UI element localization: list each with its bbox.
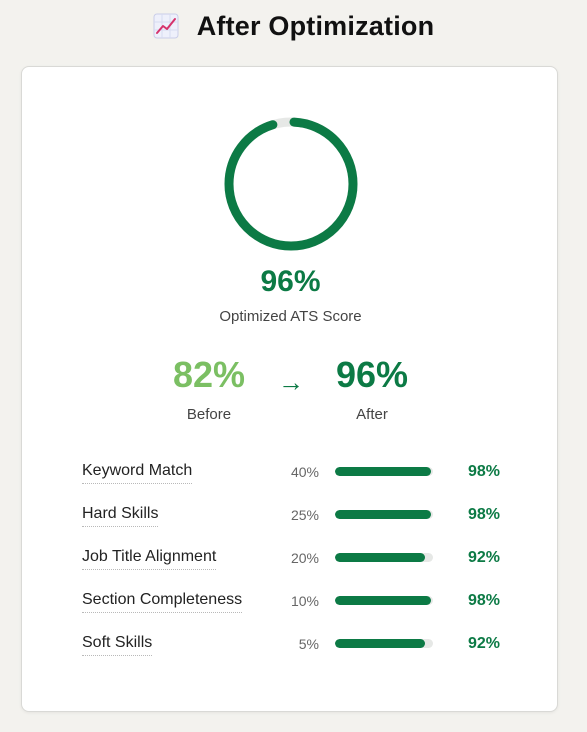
after-score: 96%: [335, 354, 409, 395]
metric-weight: 5%: [298, 636, 319, 652]
metric-bar: [335, 553, 433, 562]
before-score: 82%: [172, 354, 246, 395]
page-title: After Optimization: [196, 10, 435, 41]
score-card: 96% Optimized ATS Score 82% → 96% Before…: [21, 66, 558, 712]
after-label: After: [356, 406, 388, 423]
metric-bar: [335, 639, 433, 648]
metric-value: 92%: [467, 549, 500, 566]
metric-name[interactable]: Keyword Match: [82, 462, 193, 484]
metric-weight: 25%: [290, 507, 319, 523]
metric-name[interactable]: Soft Skills: [82, 634, 153, 656]
score-ring-progress: [224, 117, 358, 251]
metric-value: 98%: [467, 506, 500, 523]
metric-name[interactable]: Job Title Alignment: [82, 548, 217, 570]
metric-bar-fill: [335, 553, 426, 562]
score-ring: [224, 117, 358, 251]
metric-name[interactable]: Section Completeness: [82, 591, 243, 613]
metric-weight: 40%: [290, 464, 319, 480]
metric-row-job-title-alignment: Job Title Alignment 20% 92%: [22, 548, 559, 578]
metric-row-section-completeness: Section Completeness 10% 98%: [22, 591, 559, 621]
metric-row-soft-skills: Soft Skills 5% 92%: [22, 634, 559, 664]
metric-bar-fill: [335, 467, 432, 476]
metric-value: 98%: [467, 463, 500, 480]
metric-value: 92%: [467, 635, 500, 652]
metric-bar: [335, 596, 433, 605]
optimized-score-value: 96%: [260, 265, 321, 298]
metric-row-hard-skills: Hard Skills 25% 98%: [22, 505, 559, 535]
metric-bar: [335, 510, 433, 519]
metric-bar-fill: [335, 510, 432, 519]
chart-increasing-icon: [153, 13, 179, 39]
metric-bar-fill: [335, 639, 426, 648]
metric-bar-fill: [335, 596, 432, 605]
metric-value: 98%: [467, 592, 500, 609]
metric-row-keyword-match: Keyword Match 40% 98%: [22, 462, 559, 492]
metric-bar: [335, 467, 433, 476]
before-label: Before: [186, 406, 232, 423]
page-header: After Optimization: [0, 0, 587, 52]
right-arrow-icon: →: [278, 367, 304, 397]
metric-weight: 10%: [290, 593, 319, 609]
metric-weight: 20%: [290, 550, 319, 566]
metric-name[interactable]: Hard Skills: [82, 505, 159, 527]
optimized-score-label: Optimized ATS Score: [219, 308, 362, 325]
